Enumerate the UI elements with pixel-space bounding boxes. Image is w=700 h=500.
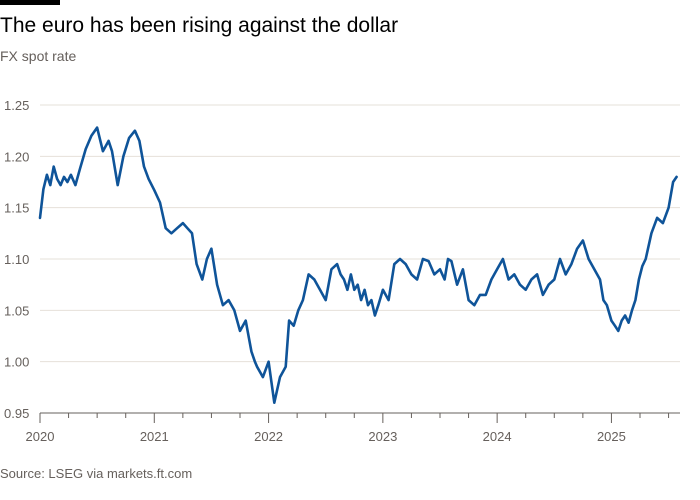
series-group	[38, 126, 678, 404]
x-tick-label: 2021	[140, 429, 169, 444]
y-axis-labels: 0.95 1.00 1.05 1.10 1.15 1.20 1.25	[4, 98, 29, 421]
x-tick-label: 2024	[483, 429, 512, 444]
series-line-eurusd	[38, 126, 678, 404]
y-tick-label: 1.00	[4, 355, 29, 370]
chart-title: The euro has been rising against the dol…	[0, 14, 399, 37]
source-note: Source: LSEG via markets.ft.com	[0, 466, 193, 481]
chart-subtitle: FX spot rate	[0, 48, 77, 64]
x-tick-label: 2025	[597, 429, 626, 444]
y-tick-label: 1.25	[4, 98, 29, 113]
y-tick-label: 1.05	[4, 303, 29, 318]
fx-line-chart: 2020 2021 2022 2023 2024 2025 0.95 1.00 1.05 1.1…	[4, 98, 680, 444]
y-tick-label: 1.10	[4, 252, 29, 267]
y-tick-label: 1.20	[4, 149, 29, 164]
x-tick-label: 2023	[368, 429, 397, 444]
x-axis: 2020 2021 2022 2023 2024 2025	[26, 412, 680, 444]
gridlines	[40, 104, 680, 363]
brand-bar	[0, 0, 60, 5]
y-tick-label: 0.95	[4, 406, 29, 421]
x-tick-label: 2022	[254, 429, 283, 444]
x-tick-label: 2020	[26, 429, 55, 444]
y-tick-label: 1.15	[4, 201, 29, 216]
